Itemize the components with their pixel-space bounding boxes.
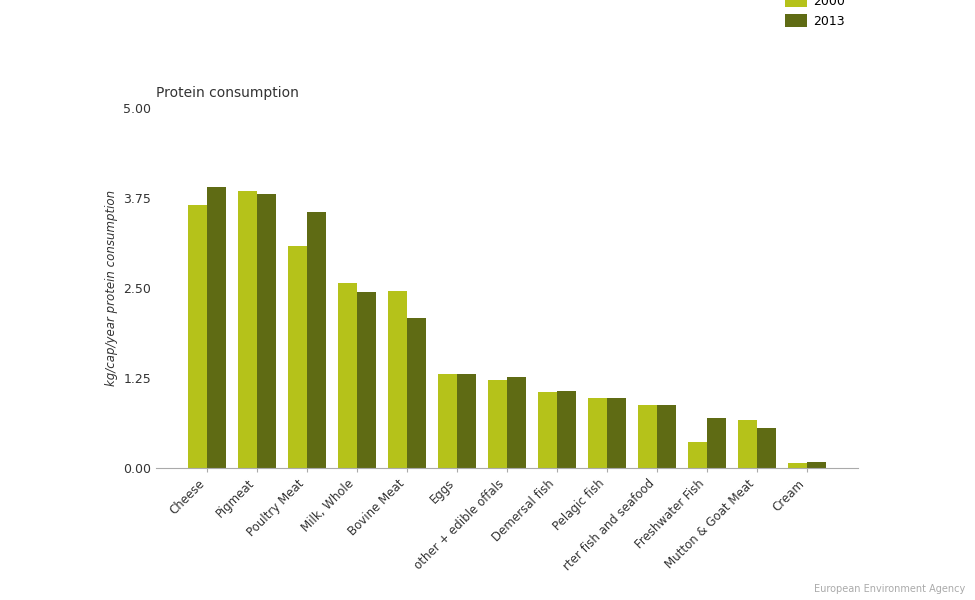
- Bar: [557, 391, 576, 468]
- Bar: [188, 205, 207, 468]
- Bar: [657, 404, 676, 468]
- Bar: [757, 428, 776, 468]
- Bar: [488, 380, 507, 468]
- Bar: [307, 212, 326, 468]
- Text: European Environment Agency: European Environment Agency: [814, 584, 965, 594]
- Bar: [588, 398, 607, 468]
- Bar: [407, 318, 426, 468]
- Bar: [707, 418, 726, 468]
- Legend: 2000, 2013: 2000, 2013: [779, 0, 852, 34]
- Bar: [807, 462, 826, 468]
- Bar: [338, 283, 357, 468]
- Bar: [388, 291, 407, 468]
- Y-axis label: kg/cap/year protein consumption: kg/cap/year protein consumption: [104, 190, 118, 386]
- Bar: [607, 398, 626, 468]
- Text: Protein consumption: Protein consumption: [156, 86, 299, 100]
- Bar: [357, 292, 376, 468]
- Bar: [257, 194, 276, 468]
- Bar: [538, 392, 557, 468]
- Bar: [238, 191, 257, 468]
- Bar: [688, 442, 707, 468]
- Bar: [638, 404, 657, 468]
- Bar: [507, 377, 526, 468]
- Bar: [288, 246, 307, 468]
- Bar: [788, 463, 807, 468]
- Bar: [207, 187, 226, 468]
- Bar: [438, 374, 457, 468]
- Bar: [738, 420, 757, 468]
- Bar: [457, 374, 476, 468]
